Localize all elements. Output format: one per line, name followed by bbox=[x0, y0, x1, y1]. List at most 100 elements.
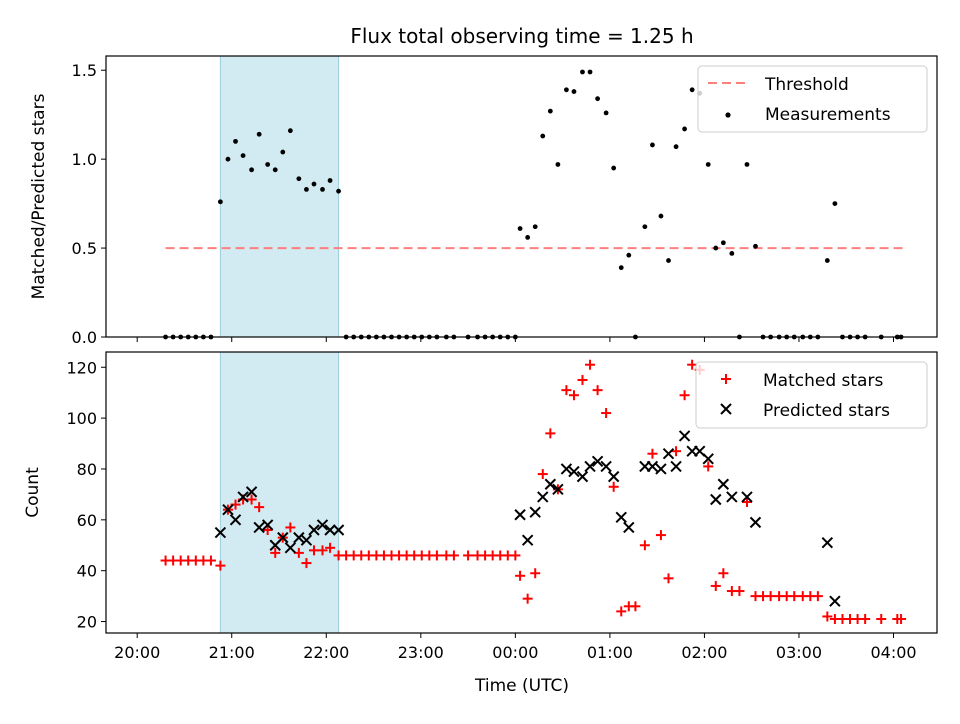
top-y-tick-label: 1.5 bbox=[72, 61, 97, 80]
predicted-stars-points bbox=[214, 430, 841, 607]
measurement-point bbox=[720, 240, 726, 246]
top-y-tick-label: 1.0 bbox=[72, 150, 97, 169]
measurement-point bbox=[547, 108, 553, 114]
matched-star-point bbox=[215, 560, 226, 571]
matched-star-point bbox=[270, 547, 281, 558]
measurement-point bbox=[666, 258, 671, 263]
predicted-star-point bbox=[277, 531, 289, 544]
measurement-point bbox=[744, 162, 750, 167]
matched-star-point bbox=[630, 601, 641, 612]
bottom-legend: Matched stars Predicted stars bbox=[695, 361, 928, 429]
predicted-star-point bbox=[560, 463, 573, 475]
matched-stars-points bbox=[160, 359, 907, 625]
predicted-star-point bbox=[662, 448, 675, 460]
matched-star-point bbox=[741, 497, 752, 508]
top-y-ticks: 0.0 0.5 1.0 1.5 bbox=[72, 61, 106, 347]
x-tick-label: 03:00 bbox=[776, 643, 822, 662]
predicted-star-point bbox=[615, 511, 627, 524]
predicted-star-point bbox=[591, 455, 604, 468]
bottom-y-tick-label: 120 bbox=[66, 358, 97, 377]
matched-stars-swatch-mark bbox=[721, 374, 731, 384]
measurement-point bbox=[540, 133, 546, 139]
x-tick-label: 04:00 bbox=[870, 643, 916, 662]
matched-star-point bbox=[585, 359, 596, 370]
matched-star-point bbox=[671, 446, 682, 457]
predicted-star-point bbox=[710, 493, 722, 506]
measurement-point bbox=[603, 110, 609, 116]
measurement-point bbox=[233, 138, 238, 144]
top-y-tick-label: 0.0 bbox=[72, 328, 97, 347]
bottom-y-tick-label: 20 bbox=[77, 613, 97, 632]
measurement-point bbox=[517, 226, 523, 231]
predicted-star-point bbox=[229, 514, 242, 526]
matched-star-point bbox=[308, 545, 319, 556]
top-panel: 0.0 0.5 1.0 1.5 Matched/Predicted stars Thr… bbox=[29, 55, 938, 347]
predicted-star-point bbox=[670, 460, 682, 473]
matched-star-point bbox=[561, 385, 572, 396]
threshold-legend-label: Threshold bbox=[764, 75, 849, 95]
matched-star-point bbox=[530, 568, 541, 579]
measurement-point bbox=[217, 199, 223, 205]
matched-stars-legend-label: Matched stars bbox=[763, 371, 883, 391]
measurement-point bbox=[626, 252, 632, 258]
bottom-panel-frame bbox=[105, 351, 938, 634]
matched-star-point bbox=[710, 580, 721, 591]
predicted-star-point bbox=[544, 478, 557, 490]
matched-star-point bbox=[789, 591, 800, 602]
observing-window-shade-top bbox=[219, 55, 340, 338]
top-x-ticks bbox=[136, 337, 895, 342]
predicted-stars-legend-label: Predicted stars bbox=[763, 401, 890, 421]
predicted-star-point bbox=[222, 503, 234, 516]
predicted-star-point bbox=[568, 465, 580, 478]
measurement-point bbox=[729, 251, 735, 256]
matched-star-point bbox=[301, 558, 312, 569]
predicted-star-point bbox=[576, 470, 589, 483]
top-legend-box bbox=[697, 65, 928, 133]
measurement-point bbox=[618, 265, 624, 271]
figure-title: Flux total observing time = 1.25 h bbox=[350, 24, 693, 48]
predicted-star-point bbox=[749, 516, 762, 529]
matched-star-point bbox=[608, 481, 619, 492]
measurement-point bbox=[555, 162, 561, 167]
predicted-star-point bbox=[529, 506, 541, 518]
predicted-star-point bbox=[237, 491, 249, 503]
matched-star-point bbox=[448, 550, 459, 561]
matched-star-point bbox=[262, 525, 273, 536]
measurement-point bbox=[249, 167, 254, 173]
matched-star-point bbox=[285, 522, 296, 533]
measurement-point bbox=[327, 178, 333, 183]
measurement-point bbox=[595, 96, 601, 102]
bottom-y-axis-label: Count bbox=[23, 467, 43, 518]
predicted-star-point bbox=[584, 460, 596, 473]
x-tick-label: 22:00 bbox=[303, 643, 349, 662]
top-y-tick-label: 0.5 bbox=[72, 239, 97, 258]
bottom-panel: 20 40 60 80 100 120 20:00 21:00 22:00 23:00 00:00… bbox=[23, 351, 938, 696]
predicted-star-point bbox=[537, 491, 549, 503]
measurement-point bbox=[658, 213, 664, 219]
predicted-star-point bbox=[702, 453, 714, 465]
measurement-point bbox=[280, 149, 286, 155]
matched-star-point bbox=[655, 530, 666, 541]
x-tick-label: 02:00 bbox=[681, 643, 727, 662]
matched-star-point bbox=[812, 591, 823, 602]
x-tick-label: 01:00 bbox=[587, 643, 633, 662]
top-panel-frame bbox=[105, 55, 938, 338]
bottom-y-ticks: 20 40 60 80 100 120 bbox=[66, 358, 106, 632]
matched-star-point bbox=[734, 586, 745, 597]
bottom-y-tick-label: 80 bbox=[77, 460, 97, 479]
measurement-point bbox=[525, 235, 531, 240]
bottom-x-ticks: 20:00 21:00 22:00 23:00 00:00 01:00 02:00 03:00… bbox=[114, 633, 917, 662]
predicted-star-point bbox=[284, 542, 297, 554]
matched-star-point bbox=[317, 545, 328, 556]
predicted-stars-swatch-mark bbox=[720, 403, 732, 415]
matched-star-point bbox=[463, 550, 474, 561]
measurement-point bbox=[287, 128, 293, 134]
measurement-point bbox=[650, 142, 655, 148]
matched-star-point bbox=[896, 614, 907, 625]
matched-star-point bbox=[687, 359, 698, 370]
matched-star-point bbox=[431, 550, 442, 561]
matched-star-point bbox=[522, 593, 533, 604]
measurement-point bbox=[320, 186, 325, 192]
matched-star-point bbox=[577, 374, 588, 385]
